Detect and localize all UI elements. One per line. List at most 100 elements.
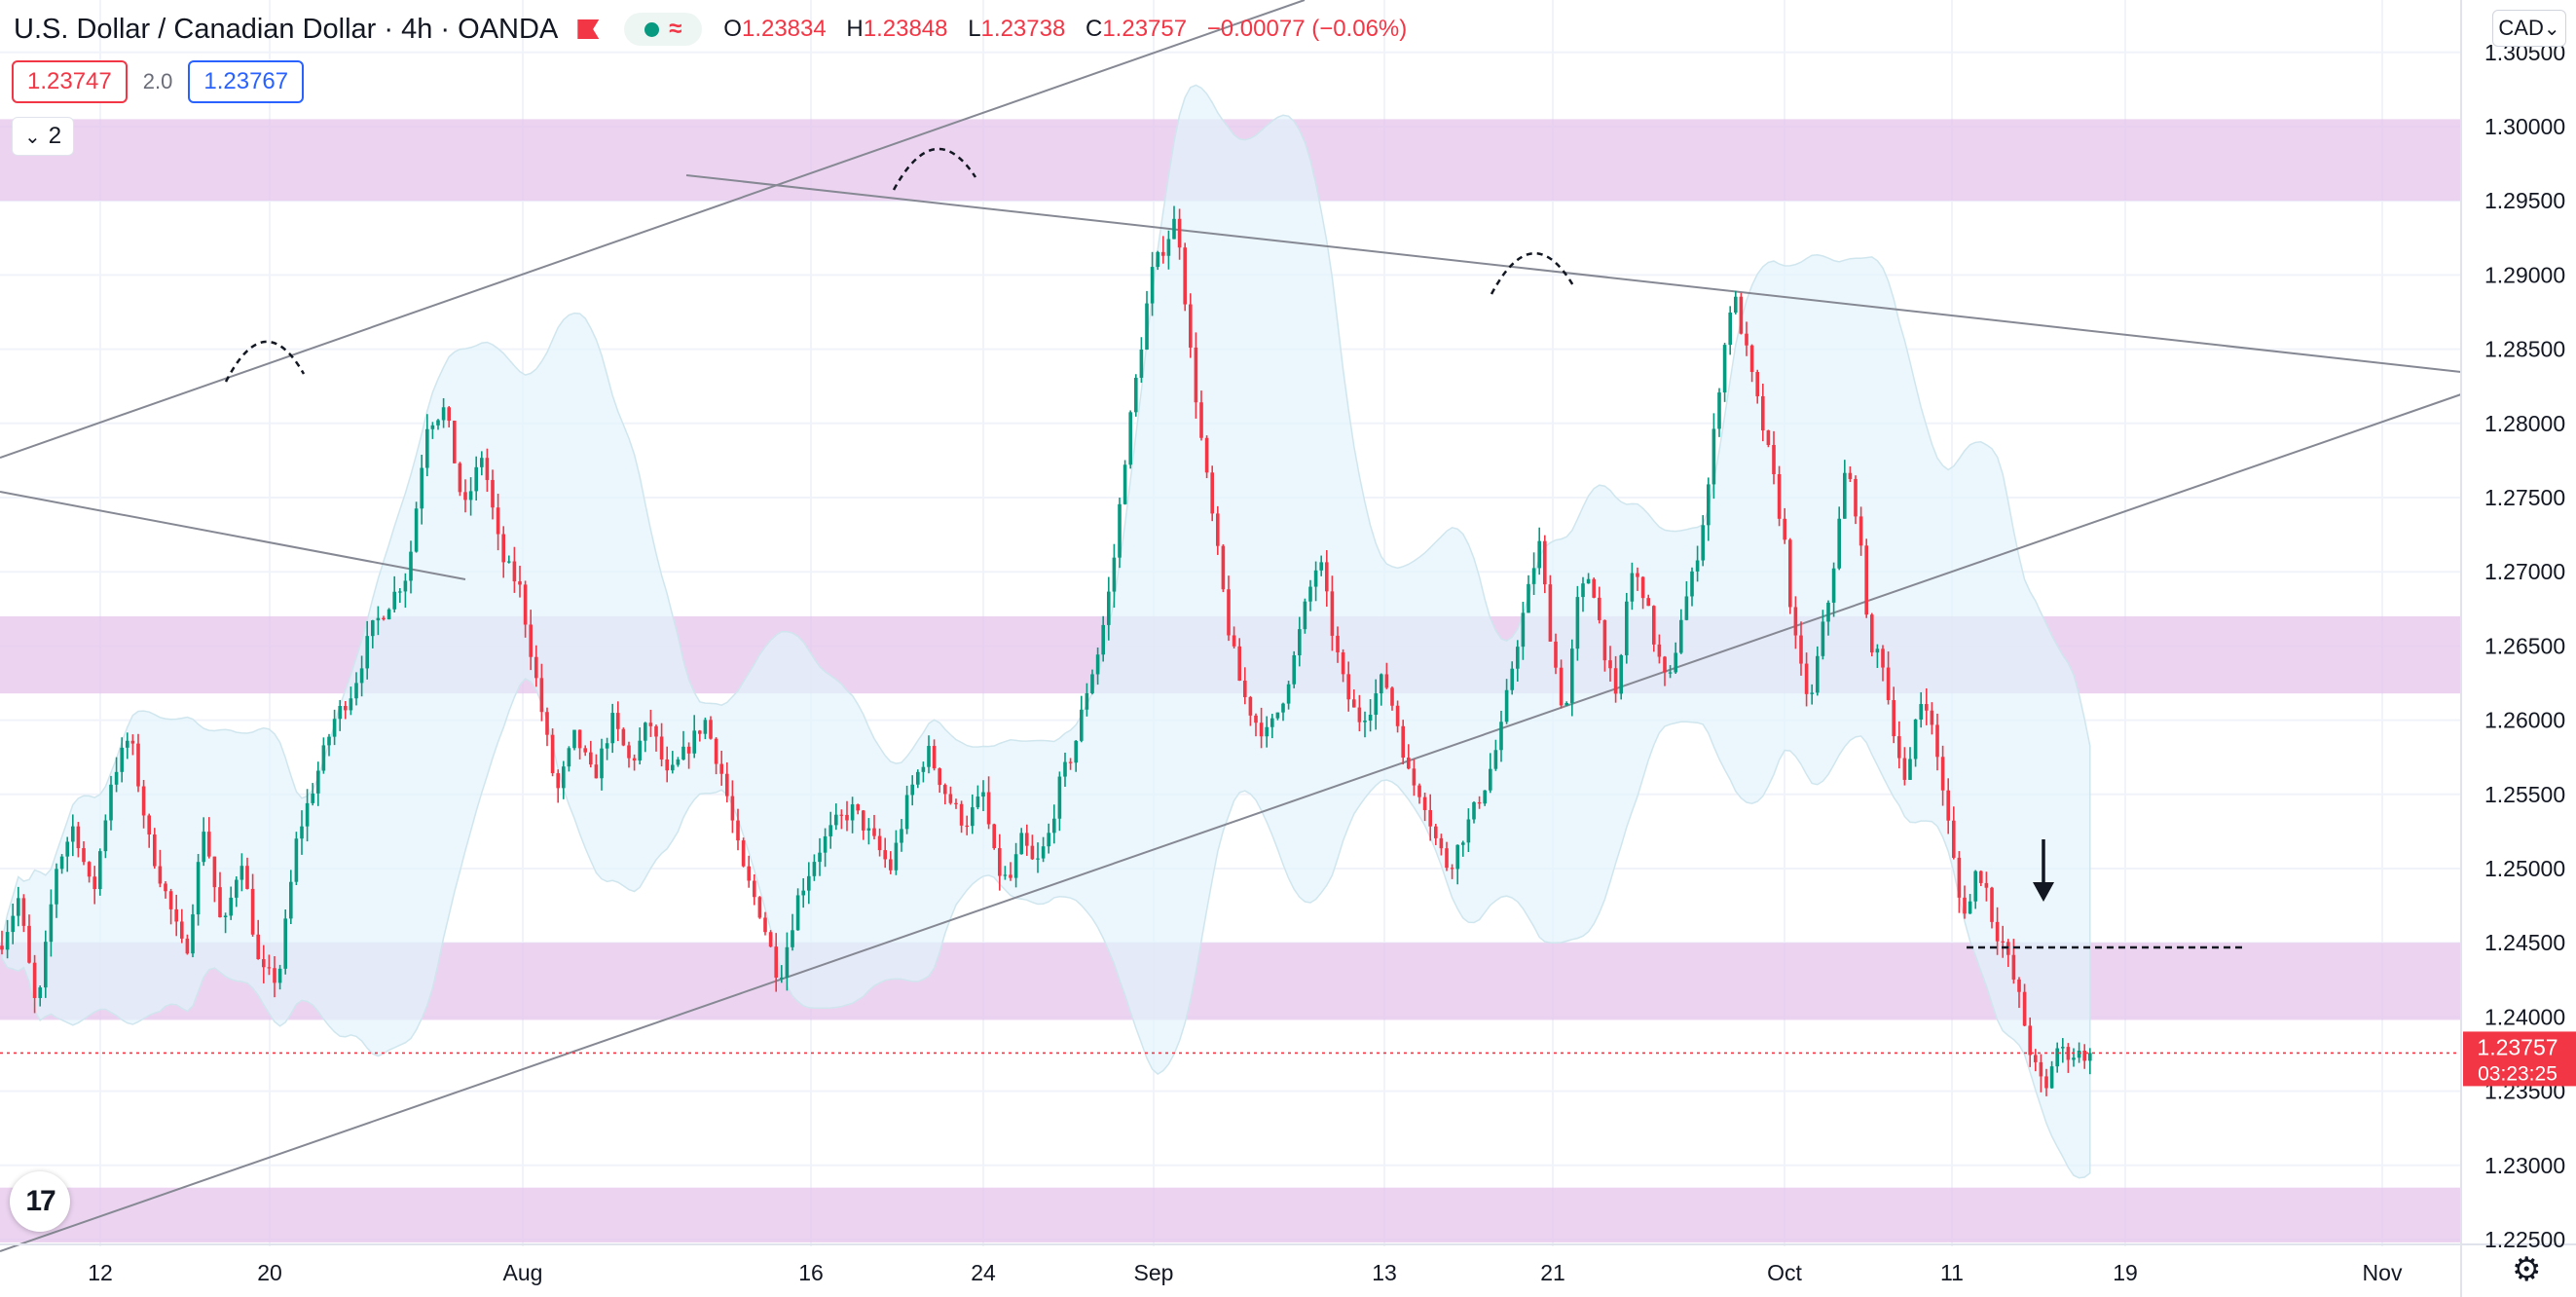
candle-body <box>1227 589 1231 636</box>
candle-body <box>512 561 517 582</box>
candle-body <box>1493 750 1498 769</box>
candle <box>1722 343 1727 402</box>
candle-body <box>1537 540 1541 569</box>
candle-body <box>76 826 81 849</box>
candle-body <box>1204 437 1209 473</box>
candle <box>1384 662 1389 689</box>
candle <box>207 817 211 859</box>
candle <box>1357 694 1362 732</box>
candle-body <box>1216 513 1220 546</box>
candle <box>2049 1060 2054 1090</box>
candle-body <box>1270 718 1274 727</box>
candle-body <box>141 786 146 816</box>
candle <box>1957 851 1962 913</box>
trendlines <box>0 0 2462 1252</box>
candle-body <box>1036 858 1040 860</box>
indicators-toggle-button[interactable]: ⌄ 2 <box>12 117 74 156</box>
candle-body <box>2049 1066 2054 1089</box>
candle <box>659 723 664 767</box>
candle <box>1902 747 1907 786</box>
candle-body <box>185 938 190 954</box>
candle-body <box>1346 674 1350 700</box>
candle-body <box>277 968 282 983</box>
candle <box>1804 652 1809 707</box>
candle-body <box>1128 412 1132 465</box>
candle-body <box>975 797 980 808</box>
candle <box>1663 655 1667 686</box>
candle-body <box>1319 562 1323 571</box>
candle <box>371 619 375 648</box>
candle-body <box>98 851 102 890</box>
candle-body <box>1455 844 1459 870</box>
candle-body <box>1722 345 1727 393</box>
candle-body <box>1636 573 1639 577</box>
candle <box>1341 648 1345 683</box>
candle <box>1984 871 1989 902</box>
candle <box>468 477 473 516</box>
market-status-pill[interactable]: ≈ <box>624 13 703 46</box>
candle-body <box>1979 871 1983 883</box>
candle-body <box>1674 652 1677 673</box>
candle-body <box>332 719 337 737</box>
candle-body <box>2055 1048 2059 1067</box>
candle-body <box>1504 689 1509 723</box>
candle <box>1019 828 1023 855</box>
candle-body <box>1864 545 1868 615</box>
candle <box>392 575 396 613</box>
candle-body <box>2082 1051 2086 1061</box>
sell-button[interactable]: 1.23747 <box>12 60 128 103</box>
candle-body <box>21 898 26 926</box>
candle <box>757 896 762 919</box>
candle <box>1330 575 1335 651</box>
candle <box>1930 702 1934 735</box>
candle-body <box>1521 612 1526 648</box>
candle <box>1619 653 1623 700</box>
candle <box>753 874 756 906</box>
candle-body <box>981 792 985 797</box>
candle <box>153 828 157 870</box>
candle-body <box>1908 759 1912 780</box>
candle-body <box>245 866 249 889</box>
candle-body <box>567 748 571 767</box>
settings-gear-icon[interactable]: ⚙ <box>2512 1251 2542 1288</box>
candle <box>627 741 631 768</box>
candle-body <box>1210 472 1214 514</box>
candle-body <box>196 862 201 915</box>
candle <box>1248 695 1253 726</box>
candle <box>1161 236 1165 264</box>
y-tick-label: 1.30000 <box>2484 114 2565 139</box>
candle-body <box>1581 583 1585 598</box>
buy-button[interactable]: 1.23767 <box>188 60 305 103</box>
candle-body <box>1963 897 1967 914</box>
candle <box>736 808 740 851</box>
candle <box>1668 665 1673 679</box>
tradingview-logo-icon[interactable]: 17 <box>10 1171 70 1232</box>
candle <box>300 810 304 855</box>
candle <box>463 479 467 513</box>
candle-body <box>1063 761 1067 777</box>
bollinger-band <box>1 84 2091 1179</box>
candle-body <box>420 467 423 509</box>
candle <box>1445 841 1449 871</box>
currency-select[interactable]: CAD ⌄ <box>2492 10 2566 47</box>
candle <box>1128 410 1132 469</box>
symbol-title[interactable]: U.S. Dollar / Canadian Dollar · 4h · OAN… <box>14 13 559 45</box>
trendline <box>0 491 466 580</box>
candle-body <box>1122 464 1127 504</box>
candle-body <box>1575 597 1580 649</box>
candle <box>1826 600 1830 636</box>
candle <box>1707 477 1711 541</box>
candle <box>534 645 538 687</box>
candle <box>1695 545 1700 582</box>
candle-body <box>1265 726 1269 737</box>
flag-icon[interactable] <box>577 19 600 39</box>
candle <box>425 414 429 477</box>
candle <box>1777 465 1782 527</box>
candle-body <box>130 740 135 744</box>
candle <box>725 761 729 803</box>
candle-body <box>250 888 255 935</box>
candle <box>1728 306 1732 355</box>
candle <box>1313 561 1318 602</box>
